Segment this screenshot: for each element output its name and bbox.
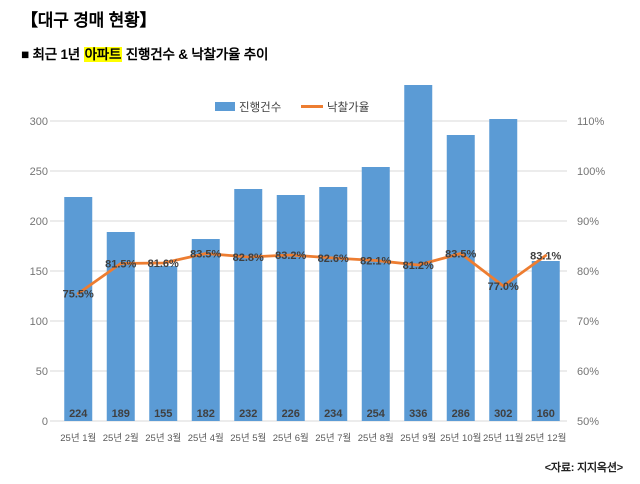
rate-line <box>76 252 548 295</box>
bar <box>361 167 390 421</box>
rate-value-label: 77.0% <box>488 281 519 293</box>
bar-value-label: 254 <box>367 408 386 420</box>
rate-value-label: 81.6% <box>148 258 179 270</box>
rate-value-label: 75.5% <box>63 289 94 301</box>
bar <box>191 239 220 421</box>
bar-value-label: 189 <box>112 408 130 420</box>
y-axis-right-tick-label: 100% <box>577 166 605 178</box>
y-axis-right-tick-label: 60% <box>577 366 599 378</box>
rate-value-label: 83.5% <box>445 249 476 261</box>
bar-value-label: 286 <box>452 408 470 420</box>
rate-value-label: 83.2% <box>275 250 306 262</box>
data-source: <자료: 지지옥션> <box>544 462 623 474</box>
x-axis-category-label: 25년 8월 <box>358 432 394 444</box>
legend-label-line-series: 낙찰가율 <box>327 101 369 114</box>
x-axis-category-label: 25년 11월 <box>483 432 524 444</box>
y-axis-right-tick-label: 70% <box>577 316 599 328</box>
bar-value-label: 232 <box>239 408 257 420</box>
subtitle-highlight: 아파트 <box>83 47 123 62</box>
bar <box>149 266 178 421</box>
bar <box>404 85 433 421</box>
x-axis-category-label: 25년 5월 <box>230 432 266 444</box>
y-axis-right-tick-label: 110% <box>577 116 605 128</box>
x-axis-category-label: 25년 12월 <box>525 432 566 444</box>
y-axis-left-tick-label: 100 <box>30 316 48 328</box>
x-axis-category-label: 25년 3월 <box>145 432 181 444</box>
bar <box>489 119 518 421</box>
bar-value-label: 155 <box>154 408 172 420</box>
rate-value-label: 82.6% <box>318 253 349 265</box>
bar-value-label: 182 <box>197 408 215 420</box>
y-axis-left-tick-label: 0 <box>42 416 48 428</box>
bar <box>234 189 263 421</box>
rate-value-label: 83.1% <box>530 251 561 263</box>
rate-value-label: 82.1% <box>360 256 391 268</box>
bar-value-label: 160 <box>537 408 555 420</box>
y-axis-left-tick-label: 200 <box>30 216 48 228</box>
rate-value-label: 83.5% <box>190 249 221 261</box>
bar-value-label: 302 <box>494 408 512 420</box>
y-axis-left-tick-label: 150 <box>30 266 48 278</box>
x-axis-category-label: 25년 7월 <box>315 432 351 444</box>
page-title: 【대구 경매 현황】 <box>21 11 157 30</box>
legend-swatch-bar-series <box>215 102 235 111</box>
y-axis-left-tick-label: 50 <box>36 366 48 378</box>
legend-label-bar-series: 진행건수 <box>239 101 281 114</box>
x-axis-category-label: 25년 4월 <box>188 432 224 444</box>
bar-value-label: 336 <box>409 408 427 420</box>
y-axis-left-tick-label: 300 <box>30 116 48 128</box>
x-axis-category-label: 25년 1월 <box>60 432 96 444</box>
subtitle-suffix: 진행건수 & 낙찰가율 추이 <box>122 47 269 62</box>
y-axis-right-tick-label: 90% <box>577 216 599 228</box>
chart-subtitle: ■ 최근 1년 아파트 진행건수 & 낙찰가율 추이 <box>21 43 268 63</box>
x-axis-category-label: 25년 10월 <box>440 432 481 444</box>
bar <box>64 197 93 421</box>
subtitle-prefix: ■ 최근 1년 <box>21 47 84 62</box>
bar <box>531 261 560 421</box>
x-axis-category-label: 25년 9월 <box>400 432 436 444</box>
x-axis-category-label: 25년 2월 <box>103 432 139 444</box>
y-axis-right-tick-label: 50% <box>577 416 599 428</box>
rate-value-label: 82.8% <box>233 252 264 264</box>
bar-value-label: 234 <box>324 408 343 420</box>
rate-value-label: 81.5% <box>105 259 136 271</box>
x-axis-category-label: 25년 6월 <box>273 432 309 444</box>
y-axis-left-tick-label: 250 <box>30 166 48 178</box>
bar-value-label: 226 <box>282 408 300 420</box>
bar <box>276 195 305 421</box>
bar-value-label: 224 <box>69 408 88 420</box>
bar <box>319 187 348 421</box>
y-axis-right-tick-label: 80% <box>577 266 599 278</box>
bar <box>446 135 475 421</box>
rate-value-label: 81.2% <box>403 260 434 272</box>
